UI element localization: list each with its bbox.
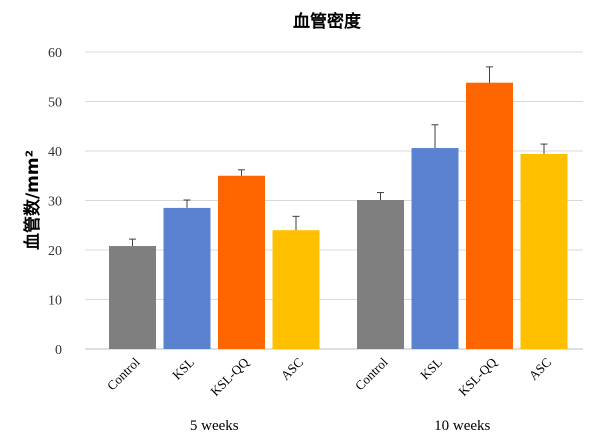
error-bar xyxy=(377,192,384,201)
bar-ksl xyxy=(163,207,211,349)
y-tick-label: 50 xyxy=(48,96,62,111)
x-tick-label: KSL xyxy=(169,354,197,382)
y-tick-label: 30 xyxy=(48,195,62,210)
bar-asc xyxy=(272,230,320,349)
error-bar xyxy=(431,124,439,149)
error-bar xyxy=(238,169,245,176)
bars xyxy=(109,82,568,349)
error-bar xyxy=(183,199,191,208)
y-tick-label: 20 xyxy=(48,244,62,259)
x-tick-label: KSL-QQ xyxy=(207,354,252,399)
x-axis-category-labels: Control KSL KSL-QQ ASC Control KSL KSL-QQ ASC xyxy=(104,354,554,399)
y-tick-label: 0 xyxy=(55,343,62,358)
x-tick-label: KSL xyxy=(417,354,445,382)
bar-ksl-qq xyxy=(218,175,265,349)
error-bar xyxy=(129,238,136,247)
bar-control xyxy=(357,200,404,349)
bar-asc xyxy=(520,153,568,349)
x-tick-label: Control xyxy=(104,354,143,393)
x-tick-label: ASC xyxy=(526,355,554,383)
bar-ksl xyxy=(411,148,459,349)
y-tick-label: 10 xyxy=(48,294,62,309)
error-bar xyxy=(292,215,300,231)
group-label: 5 weeks xyxy=(190,418,239,434)
chart-title: 血管密度 xyxy=(293,11,362,32)
y-axis-label: 血管数/mm² xyxy=(22,150,43,250)
y-tick-label: 60 xyxy=(48,46,62,61)
bar-control xyxy=(109,246,156,349)
y-tick-label: 40 xyxy=(48,145,62,160)
error-bars xyxy=(129,66,548,247)
x-tick-label: KSL-QQ xyxy=(455,354,500,399)
x-tick-label: ASC xyxy=(278,355,306,383)
y-axis-ticks: 0 10 20 30 40 50 60 xyxy=(48,46,62,358)
error-bar xyxy=(540,143,548,154)
error-bar xyxy=(486,66,493,83)
bar-ksl-qq xyxy=(466,82,513,349)
x-tick-label: Control xyxy=(352,354,391,393)
x-axis-group-labels: 5 weeks 10 weeks xyxy=(190,418,491,434)
group-label: 10 weeks xyxy=(434,418,490,434)
